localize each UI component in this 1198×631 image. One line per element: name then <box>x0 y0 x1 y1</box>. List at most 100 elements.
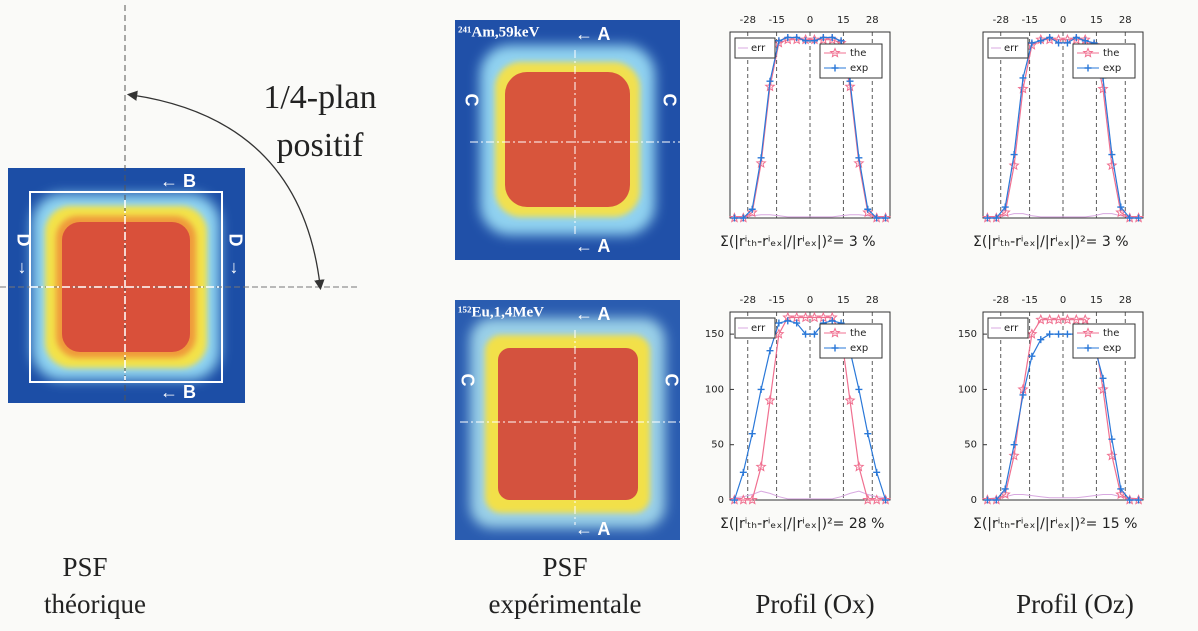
series-line <box>733 320 887 501</box>
experimental-image: ¹⁵²Eu,1,4MeV ← A ← A C C <box>455 300 681 540</box>
marker-star <box>1017 383 1029 395</box>
annotation: Σ(|rⁱₜₕ-rⁱₑₓ|/|rⁱₑₓ|)²= 3 % <box>720 234 876 250</box>
marker-plus <box>828 33 836 41</box>
marker-plus <box>828 317 836 325</box>
marker-plus <box>1046 330 1054 338</box>
marker-plus <box>1037 37 1045 45</box>
x-tick-label: 0 <box>1060 295 1066 306</box>
marker-plus <box>1055 39 1063 47</box>
series-line <box>987 36 1139 219</box>
marker-plus <box>802 37 810 45</box>
marker-star <box>746 494 758 505</box>
marker-plus <box>1001 485 1009 493</box>
marker-star <box>808 311 820 323</box>
marker-plus <box>1063 39 1071 47</box>
legend-label: the <box>850 48 866 59</box>
legend-marker <box>829 327 841 338</box>
x-tick-label: -15 <box>768 15 784 26</box>
marker-star <box>1070 313 1082 325</box>
y-tick-label: 100 <box>958 384 977 395</box>
x-tick-label: 28 <box>1119 295 1132 306</box>
marker-plus <box>1010 151 1018 159</box>
x-tick-label: -15 <box>768 295 784 306</box>
marker-star <box>746 206 758 218</box>
y-tick-label: 0 <box>971 495 977 506</box>
marker-plus <box>802 330 810 338</box>
marker-plus <box>1037 336 1045 344</box>
marker-plus <box>730 496 738 504</box>
marker-star <box>1079 313 1091 325</box>
label-c-left: C <box>457 374 477 387</box>
series-line <box>734 316 886 501</box>
label-c-right: C <box>661 374 681 387</box>
marker-plus <box>1099 374 1107 382</box>
marker-plus <box>1046 33 1054 41</box>
marker-plus <box>1010 441 1018 449</box>
marker-star <box>844 394 856 406</box>
marker-plus <box>739 468 747 476</box>
marker-plus <box>739 214 747 222</box>
marker-star <box>1053 313 1065 325</box>
legend-marker <box>831 64 839 72</box>
marker-plus <box>784 33 792 41</box>
marker-star <box>853 157 865 168</box>
series-line <box>734 39 886 219</box>
marker-plus <box>730 214 738 222</box>
marker-star <box>1008 450 1020 461</box>
legend-marker <box>1082 47 1094 58</box>
legend-label: err <box>751 323 766 334</box>
legend-box <box>1072 43 1136 79</box>
x-tick-label: 15 <box>837 295 850 306</box>
x-tick-label: 15 <box>837 15 850 26</box>
label-a-bottom: ← A <box>575 519 610 539</box>
y-tick-label: 50 <box>711 440 724 451</box>
marker-plus <box>846 77 854 85</box>
caption: expérimentale <box>489 589 642 619</box>
x-tick-label: 15 <box>1090 295 1103 306</box>
marker-plus <box>855 385 863 393</box>
marker-plus <box>1117 203 1125 211</box>
label-a-top: ← A <box>575 24 610 44</box>
marker-plus <box>1001 203 1009 211</box>
marker-plus <box>983 214 991 222</box>
marker-plus <box>992 496 1000 504</box>
x-tick-label: 28 <box>866 295 879 306</box>
marker-star <box>1035 313 1047 325</box>
caption: Profil (Ox) <box>755 589 874 619</box>
marker-plus <box>757 154 765 162</box>
legend-label: exp <box>850 63 868 74</box>
experimental-image: ²⁴¹Am,59keV ← A ← A C C <box>455 20 680 260</box>
series-line <box>734 214 886 218</box>
marker-plus <box>766 77 774 85</box>
legend-label: err <box>1004 43 1019 54</box>
arrow-text: 1/4-plan <box>263 79 376 116</box>
legend-marker <box>1084 344 1092 352</box>
marker-plus <box>1081 37 1089 45</box>
marker-plus <box>882 214 890 222</box>
legend-marker <box>1082 327 1094 338</box>
x-tick-label: -28 <box>740 15 756 26</box>
x-tick-label: 15 <box>1090 15 1103 26</box>
label-a-bottom: ← A <box>575 236 610 256</box>
x-tick-label: 0 <box>1060 15 1066 26</box>
legend-label: exp <box>1103 63 1121 74</box>
marker-plus <box>1108 435 1116 443</box>
label-b-bottom: ← B <box>160 382 196 402</box>
marker-star <box>755 157 767 168</box>
label-d-right: D <box>225 234 245 247</box>
series-line <box>987 494 1139 500</box>
arrow-text: positif <box>277 127 365 164</box>
annotation: Σ(|rⁱₜₕ-rⁱₑₓ|/|rⁱₑₓ|)²= 28 % <box>720 516 884 532</box>
legend-box <box>1072 323 1136 359</box>
x-tick-label: 28 <box>866 15 879 26</box>
series-line <box>987 213 1139 218</box>
marker-plus <box>1063 330 1071 338</box>
x-tick-label: -15 <box>1021 295 1037 306</box>
marker-star <box>1026 328 1038 339</box>
series-line <box>987 39 1139 219</box>
legend-label: the <box>1103 48 1119 59</box>
label-c-left: C <box>461 94 481 107</box>
legend-marker <box>831 344 839 352</box>
marker-star <box>844 80 856 92</box>
marker-plus <box>766 347 774 355</box>
